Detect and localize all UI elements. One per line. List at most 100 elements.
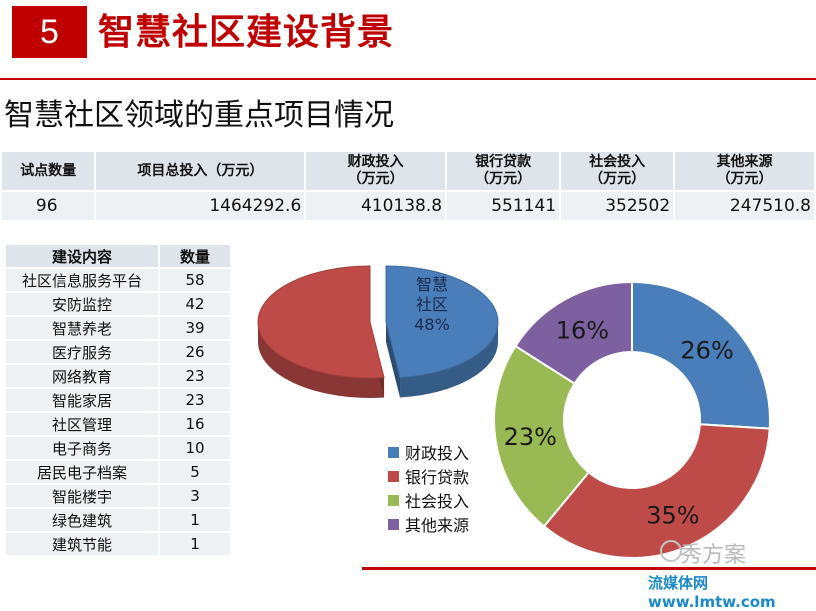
table-row: 建筑节能 1: [6, 533, 230, 555]
header-unit: （万元）: [347, 171, 404, 187]
legend-swatch: [388, 494, 399, 506]
legend-item: 社会投入: [388, 488, 469, 512]
header-text: 社会投入: [589, 154, 646, 170]
legend-swatch: [388, 446, 399, 458]
investment-summary-table: 试点数量 项目总投入（万元） 财政投入 （万元） 银行贷款 （万元） 社会投入 （万元…: [0, 150, 816, 222]
footer-divider: [362, 567, 816, 570]
pie-label-line: 智慧: [416, 275, 448, 294]
legend-label: 银行贷款: [405, 468, 470, 487]
page-title: 智慧社区建设背景: [98, 12, 395, 53]
pie-slice-side: [258, 322, 385, 398]
pie-slice-side: [400, 322, 498, 398]
title-divider: [0, 78, 816, 80]
pie-slice-label: 智慧社区 48%: [414, 275, 450, 334]
cell-count: 23: [160, 389, 230, 411]
donut-slice: [542, 423, 771, 559]
cell-count: 3: [160, 485, 230, 507]
value-bank-loan: 551141: [447, 192, 560, 220]
cell-count: 16: [160, 413, 230, 435]
table-row: 居民电子档案 5: [6, 461, 230, 483]
cell-count: 42: [160, 293, 230, 315]
cell-count: 5: [160, 461, 230, 483]
cell-count: 1: [160, 509, 230, 531]
cell-content: 社区管理: [6, 413, 158, 435]
cell-content: 居民电子档案: [6, 461, 158, 483]
cell-count: 1: [160, 533, 230, 555]
pie-label-line: 社区: [416, 295, 448, 314]
cell-content: 建筑节能: [6, 533, 158, 555]
value-total-investment: 1464292.6: [96, 192, 305, 220]
value-fiscal: 410138.8: [306, 192, 446, 220]
header-total-investment: 项目总投入（万元）: [96, 152, 305, 190]
cell-count: 10: [160, 437, 230, 459]
value-pilot-count: 96: [2, 192, 95, 220]
header-pilot-count: 试点数量: [2, 152, 95, 190]
cell-count: 58: [160, 269, 230, 291]
cell-content: 智能楼宇: [6, 485, 158, 507]
table-row: 智慧养老 39: [6, 317, 230, 339]
charts-canvas: 智慧社区 48% 26% 35% 23% 16%: [257, 265, 771, 559]
cell-content: 安防监控: [6, 293, 158, 315]
legend-label: 其他来源: [405, 516, 470, 535]
header-bank-loan: 银行贷款 （万元）: [447, 152, 560, 190]
cell-content: 绿色建筑: [6, 509, 158, 531]
table-row: 智能楼宇 3: [6, 485, 230, 507]
donut-value-label: 35%: [646, 502, 699, 530]
donut-value-label: 23%: [504, 423, 557, 451]
pie-label-line: 48%: [414, 315, 450, 334]
construction-content-table: 建设内容 数量 社区信息服务平台 58 安防监控 42 智慧养老 39 医疗服务 26 网络教育…: [4, 243, 232, 557]
legend-item: 银行贷款: [388, 464, 469, 488]
donut-legend: 财政投入 银行贷款 社会投入 其他来源: [388, 440, 469, 536]
cell-content: 网络教育: [6, 365, 158, 387]
table-row: 社区信息服务平台 58: [6, 269, 230, 291]
table-row: 96 1464292.6 410138.8 551141 352502 2475…: [2, 192, 814, 220]
header-text: 项目总投入（万元）: [137, 162, 264, 179]
header-fiscal: 财政投入 （万元）: [306, 152, 446, 190]
donut-slice: [514, 280, 633, 385]
header-text: 银行贷款: [475, 154, 532, 170]
legend-swatch: [388, 470, 399, 482]
header-content: 建设内容: [6, 245, 158, 267]
pie-slice: [385, 265, 499, 379]
value-other: 247510.8: [675, 192, 814, 220]
donut-value-label: 16%: [556, 317, 609, 345]
value-social: 352502: [561, 192, 674, 220]
cell-content: 电子商务: [6, 437, 158, 459]
section-subtitle: 智慧社区领域的重点项目情况: [4, 98, 394, 133]
legend-item: 其他来源: [388, 512, 469, 536]
table-row: 安防监控 42: [6, 293, 230, 315]
table-row: 绿色建筑 1: [6, 509, 230, 531]
legend-swatch: [388, 518, 399, 530]
pie-slice: [257, 265, 385, 379]
cell-content: 智能家居: [6, 389, 158, 411]
table-row: 社区管理 16: [6, 413, 230, 435]
header-text: 财政投入: [347, 154, 404, 170]
header-unit: （万元）: [589, 171, 646, 187]
cell-content: 社区信息服务平台: [6, 269, 158, 291]
cell-content: 智慧养老: [6, 317, 158, 339]
cell-count: 23: [160, 365, 230, 387]
donut-slice: [493, 344, 591, 528]
cell-count: 39: [160, 317, 230, 339]
header-text: 其他来源: [716, 154, 773, 170]
table-header-row: 建设内容 数量: [6, 245, 230, 267]
wechat-icon: [660, 540, 682, 562]
header-count: 数量: [160, 245, 230, 267]
header-unit: （万元）: [475, 171, 532, 187]
table-row: 网络教育 23: [6, 365, 230, 387]
table-row: 智能家居 23: [6, 389, 230, 411]
header-social: 社会投入 （万元）: [561, 152, 674, 190]
cell-count: 26: [160, 341, 230, 363]
donut-value-label: 26%: [680, 336, 733, 364]
section-number: 5: [12, 6, 87, 58]
table-row: 医疗服务 26: [6, 341, 230, 363]
legend-label: 财政投入: [405, 444, 470, 463]
table-header-row: 试点数量 项目总投入（万元） 财政投入 （万元） 银行贷款 （万元） 社会投入 （万元…: [2, 152, 814, 190]
watermark: 秀方案: [680, 543, 747, 568]
header-text: 试点数量: [20, 162, 77, 179]
donut-slice: [631, 280, 771, 430]
header-unit: （万元）: [716, 171, 773, 187]
cell-content: 医疗服务: [6, 341, 158, 363]
header-other: 其他来源 （万元）: [675, 152, 814, 190]
legend-item: 财政投入: [388, 440, 469, 464]
